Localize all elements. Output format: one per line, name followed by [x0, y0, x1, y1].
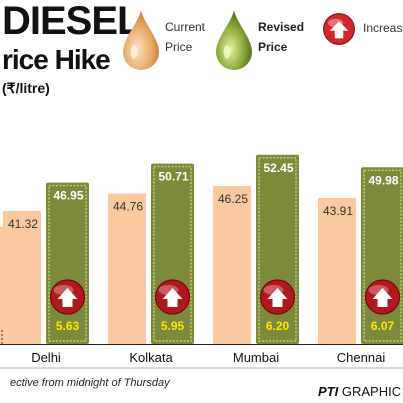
revised-price-label: 49.98 [368, 173, 398, 187]
credit-org: PTI [318, 384, 339, 399]
increase-arrow-icon [162, 288, 183, 307]
chart-title-line1: DIESEL [2, 0, 141, 43]
revised-bar-stitch [48, 184, 87, 342]
revised-price-bar [361, 167, 403, 344]
current-price-label: 46.25 [218, 192, 248, 206]
footnote: ective from midnight of Thursday [10, 377, 170, 389]
city-label: Kolkata [129, 350, 173, 365]
revised-price-bar [151, 163, 194, 344]
legend-revised-line2: Price [258, 40, 288, 54]
increase-value: 6.07 [371, 319, 395, 333]
increase-arrow-icon [372, 288, 393, 307]
revised-bar-stitch [258, 157, 297, 342]
legend-current-line2: Price [165, 40, 193, 54]
legend-increase-label: Increas [363, 21, 403, 35]
current-price-label: 43.91 [323, 204, 353, 218]
city-label: Mumbai [233, 350, 279, 365]
credit: PTI GRAPHIC [318, 384, 401, 399]
increase-value: 5.95 [161, 319, 185, 333]
current-price-label: 41.32 [8, 217, 38, 231]
current-price-bar [3, 211, 41, 344]
credit-label: GRAPHIC [341, 384, 402, 399]
city-label: Delhi [31, 350, 61, 365]
legend-revised-line1: Revised [258, 20, 305, 34]
revised-price-label: 52.45 [263, 161, 293, 175]
current-price-drop-icon [123, 10, 159, 70]
increase-arrow-icon [267, 288, 288, 307]
legend-current-line1: Current [165, 20, 206, 34]
revised-bar-stitch [153, 165, 192, 342]
revised-price-drop-icon [216, 10, 252, 70]
city-label: Chennai [337, 350, 386, 365]
revised-bar-stitch [363, 169, 402, 342]
revised-price-label: 46.95 [53, 189, 83, 203]
current-price-bar [108, 193, 146, 344]
current-price-bar [213, 186, 251, 344]
current-price-label: 44.76 [113, 200, 143, 214]
revised-price-bar [256, 154, 299, 344]
current-price-bar [318, 197, 356, 344]
chart-title-line2: rice Hike [2, 44, 111, 75]
unit-label: (₹/litre) [2, 80, 50, 96]
increase-badge-icon [323, 13, 355, 45]
increase-arrow-icon [57, 288, 78, 307]
increase-value: 6.20 [266, 319, 290, 333]
revised-price-label: 50.71 [158, 170, 188, 184]
increase-value: 5.63 [56, 319, 80, 333]
